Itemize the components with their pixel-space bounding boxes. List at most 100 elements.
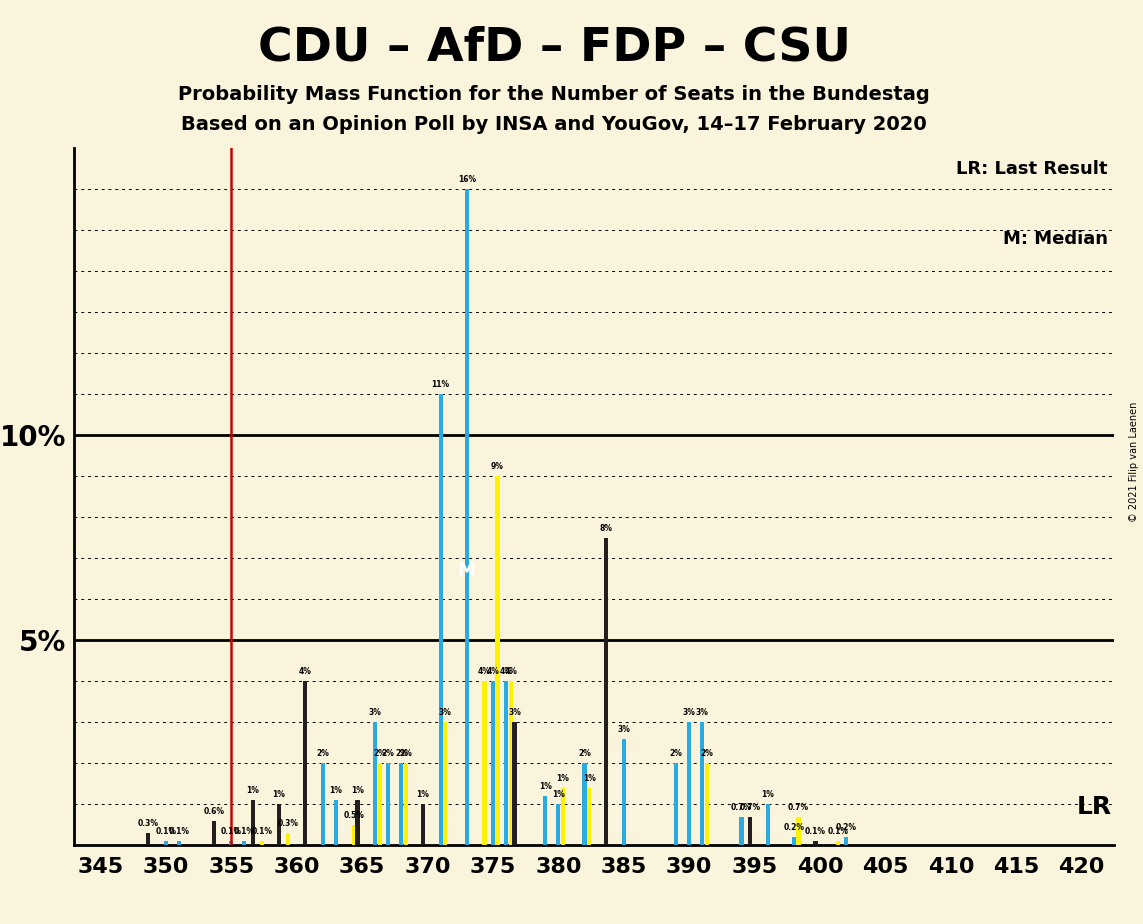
Bar: [604, 538, 608, 845]
Bar: [740, 817, 744, 845]
Bar: [557, 805, 560, 845]
Text: 0.1%: 0.1%: [805, 827, 826, 836]
Text: 2%: 2%: [374, 749, 386, 759]
Bar: [373, 723, 377, 845]
Bar: [490, 681, 495, 845]
Text: 2%: 2%: [400, 749, 413, 759]
Text: 3%: 3%: [617, 724, 630, 734]
Text: 0.3%: 0.3%: [278, 820, 298, 828]
Text: CDU – AfD – FDP – CSU: CDU – AfD – FDP – CSU: [258, 26, 850, 71]
Bar: [748, 817, 752, 845]
Text: 1%: 1%: [351, 786, 363, 796]
Text: 4%: 4%: [478, 667, 490, 676]
Text: 3%: 3%: [369, 709, 382, 717]
Text: M: Median: M: Median: [1002, 230, 1108, 248]
Text: 4%: 4%: [487, 667, 499, 676]
Bar: [439, 394, 442, 845]
Text: 0.1%: 0.1%: [155, 827, 176, 836]
Text: 4%: 4%: [504, 667, 517, 676]
Bar: [352, 825, 355, 845]
Bar: [705, 763, 709, 845]
Text: 1%: 1%: [552, 791, 565, 799]
Bar: [797, 817, 800, 845]
Text: 1%: 1%: [557, 774, 569, 783]
Text: 3%: 3%: [439, 709, 451, 717]
Bar: [250, 800, 255, 845]
Text: 0.2%: 0.2%: [783, 823, 805, 833]
Bar: [814, 842, 817, 845]
Bar: [622, 739, 626, 845]
Text: 2%: 2%: [395, 749, 408, 759]
Text: 0.1%: 0.1%: [828, 827, 848, 836]
Bar: [177, 842, 181, 845]
Text: LR: LR: [1077, 795, 1112, 819]
Text: 1%: 1%: [583, 774, 596, 783]
Text: 3%: 3%: [696, 709, 709, 717]
Bar: [836, 842, 840, 845]
Text: 1%: 1%: [761, 791, 774, 799]
Text: 0.6%: 0.6%: [203, 807, 224, 816]
Bar: [845, 837, 848, 845]
Text: 0.7%: 0.7%: [740, 803, 760, 812]
Text: 16%: 16%: [457, 175, 475, 184]
Text: 9%: 9%: [491, 462, 504, 471]
Bar: [504, 681, 509, 845]
Text: 2%: 2%: [382, 749, 394, 759]
Text: Probability Mass Function for the Number of Seats in the Bundestag: Probability Mass Function for the Number…: [178, 85, 930, 104]
Bar: [766, 805, 769, 845]
Bar: [465, 188, 469, 845]
Bar: [230, 842, 233, 845]
Text: 2%: 2%: [578, 749, 591, 759]
Text: 2%: 2%: [317, 749, 329, 759]
Bar: [334, 800, 338, 845]
Bar: [259, 842, 264, 845]
Text: 3%: 3%: [509, 709, 521, 717]
Bar: [377, 763, 382, 845]
Bar: [286, 833, 290, 845]
Bar: [163, 842, 168, 845]
Text: 0.1%: 0.1%: [221, 827, 242, 836]
Bar: [561, 788, 565, 845]
Text: © 2021 Filip van Laenen: © 2021 Filip van Laenen: [1129, 402, 1138, 522]
Bar: [146, 833, 151, 845]
Text: 2%: 2%: [670, 749, 682, 759]
Bar: [543, 796, 547, 845]
Text: 4%: 4%: [499, 667, 512, 676]
Bar: [303, 681, 307, 845]
Bar: [355, 800, 360, 845]
Text: 8%: 8%: [600, 524, 613, 533]
Bar: [443, 723, 447, 845]
Bar: [509, 681, 513, 845]
Text: 1%: 1%: [247, 786, 259, 796]
Bar: [277, 805, 281, 845]
Bar: [674, 763, 678, 845]
Text: 0.5%: 0.5%: [343, 811, 365, 820]
Text: 0.7%: 0.7%: [732, 803, 752, 812]
Text: 3%: 3%: [682, 709, 696, 717]
Bar: [792, 837, 796, 845]
Bar: [482, 681, 487, 845]
Text: 0.2%: 0.2%: [836, 823, 857, 833]
Text: 1%: 1%: [273, 791, 286, 799]
Bar: [242, 842, 247, 845]
Text: 0.1%: 0.1%: [168, 827, 190, 836]
Bar: [495, 476, 499, 845]
Bar: [321, 763, 325, 845]
Text: 0.3%: 0.3%: [137, 820, 159, 828]
Text: 0.1%: 0.1%: [234, 827, 255, 836]
Text: Based on an Opinion Poll by INSA and YouGov, 14–17 February 2020: Based on an Opinion Poll by INSA and You…: [182, 115, 927, 134]
Bar: [399, 763, 403, 845]
Bar: [386, 763, 391, 845]
Text: LR: Last Result: LR: Last Result: [957, 160, 1108, 178]
Text: 1%: 1%: [538, 783, 552, 791]
Text: 0.1%: 0.1%: [251, 827, 272, 836]
Text: 1%: 1%: [329, 786, 343, 796]
Text: 0.7%: 0.7%: [788, 803, 809, 812]
Bar: [421, 805, 425, 845]
Bar: [583, 763, 586, 845]
Bar: [211, 821, 216, 845]
Text: 4%: 4%: [298, 667, 312, 676]
Bar: [588, 788, 591, 845]
Text: 1%: 1%: [416, 791, 430, 799]
Bar: [512, 723, 517, 845]
